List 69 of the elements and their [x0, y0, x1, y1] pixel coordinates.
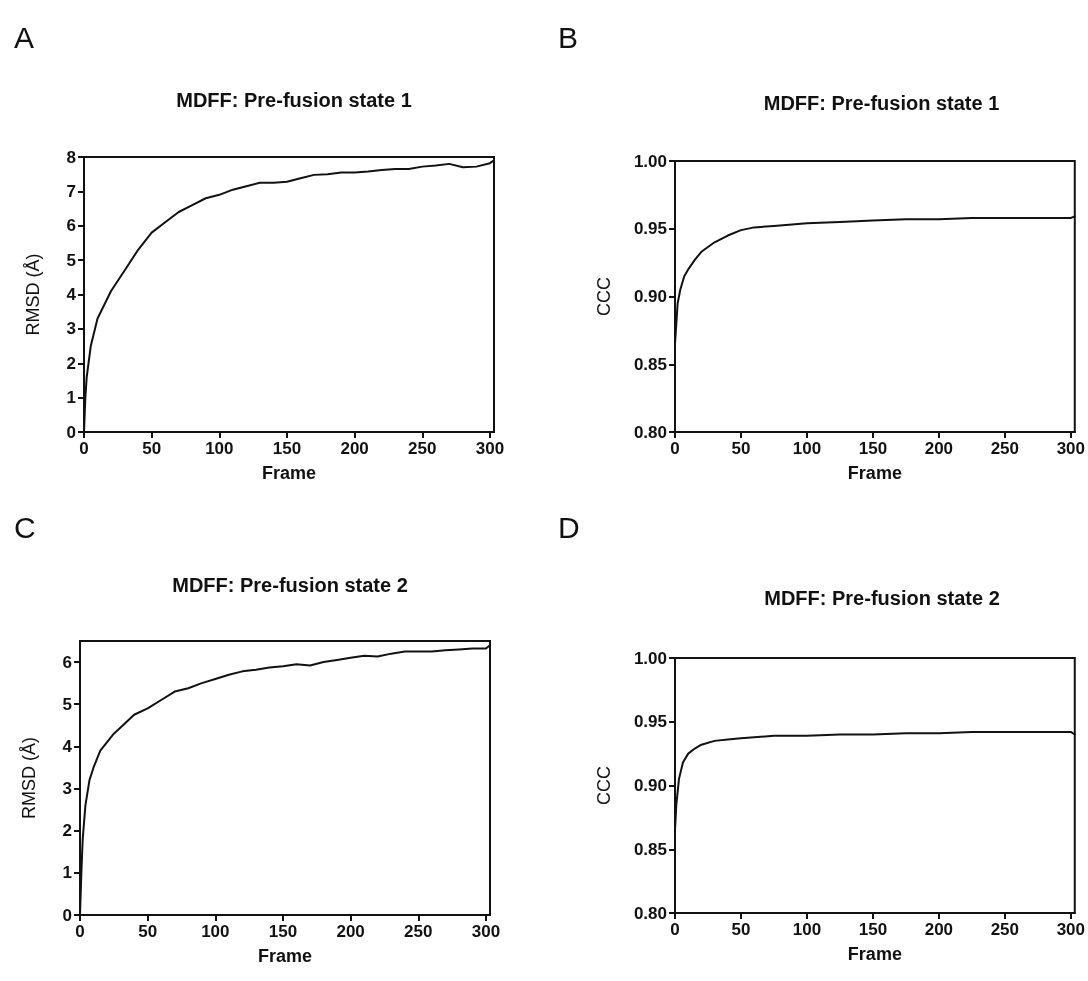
chart-title: MDFF: Pre-fusion state 2: [764, 587, 1000, 609]
y-tick-label: 0.95: [633, 219, 667, 239]
x-tick-label: 300: [1056, 920, 1086, 939]
x-tick-label: 200: [924, 439, 954, 458]
x-tick-label: 300: [1056, 439, 1086, 458]
y-tick-label: 0.90: [633, 776, 667, 795]
chart-title: MDFF: Pre-fusion state 2: [172, 574, 408, 596]
y-tick-label: 0.90: [633, 287, 667, 306]
y-tick-label: 5: [62, 694, 72, 714]
x-axis-title: Frame: [847, 944, 902, 964]
text: D: [558, 510, 580, 544]
x-tick-label: 150: [858, 439, 888, 458]
y-tick-label: 0.80: [633, 422, 667, 442]
chart-title: MDFF: Pre-fusion state 1: [763, 92, 1000, 114]
x-tick-label: 150: [272, 439, 302, 458]
x-tick-label: 0: [670, 439, 680, 458]
x-tick-label: 100: [792, 439, 822, 458]
y-tick-label: 4: [62, 736, 73, 756]
x-tick-label: 200: [924, 920, 954, 939]
y-tick-label: 8: [66, 147, 76, 167]
y-tick-label: 1: [62, 863, 72, 883]
y-tick-label: 0.80: [633, 903, 667, 923]
x-tick-label: 100: [792, 920, 822, 939]
x-tick-label: 250: [990, 439, 1020, 458]
x-tick-label: 50: [142, 439, 162, 458]
y-tick-label: 0.85: [633, 839, 667, 859]
y-tick-label: 1.00: [633, 648, 667, 668]
x-axis-title: Frame: [257, 946, 313, 966]
y-tick-label: 7: [66, 181, 76, 201]
y-tick-label: 1.00: [633, 151, 667, 171]
y-tick-label: 3: [66, 319, 76, 339]
y-axis-title: RMSD (Å): [19, 737, 39, 819]
y-tick-label: 4: [66, 285, 77, 304]
x-tick-label: 100: [201, 922, 230, 941]
x-tick-label: 50: [138, 922, 158, 941]
y-tick-label: 0: [66, 422, 76, 442]
x-tick-label: 300: [475, 439, 505, 458]
x-tick-label: 0: [79, 439, 89, 458]
y-tick-label: 0: [62, 905, 72, 925]
y-axis-title: CCC: [594, 766, 614, 805]
y-tick-label: 6: [66, 216, 76, 236]
x-tick-label: 50: [731, 439, 751, 458]
x-tick-label: 50: [731, 920, 751, 939]
y-tick-label: 0.95: [633, 712, 667, 732]
x-tick-label: 300: [471, 922, 501, 941]
y-tick-label: 1: [66, 388, 76, 408]
x-axis-title: Frame: [847, 463, 902, 483]
x-tick-label: 0: [670, 920, 680, 939]
chart-title: MDFF: Pre-fusion state 1: [176, 89, 412, 111]
y-axis-title: RMSD (Å): [23, 253, 43, 336]
y-axis-title: CCC: [594, 277, 614, 316]
y-tick-label: 2: [62, 821, 72, 841]
x-tick-label: 200: [336, 922, 365, 941]
y-tick-label: 3: [62, 779, 72, 799]
x-tick-label: 250: [990, 920, 1020, 939]
text: C: [14, 510, 36, 544]
x-axis-title: Frame: [261, 463, 317, 483]
x-tick-label: 100: [205, 439, 234, 458]
x-tick-label: 150: [858, 920, 888, 939]
text: A: [14, 20, 35, 54]
y-tick-label: 5: [66, 250, 76, 270]
y-tick-label: 6: [62, 652, 72, 672]
x-tick-label: 200: [340, 439, 369, 458]
x-tick-label: 150: [268, 922, 298, 941]
x-tick-label: 250: [404, 922, 433, 941]
y-tick-label: 2: [66, 353, 76, 373]
x-tick-label: 250: [408, 439, 437, 458]
y-tick-label: 0.85: [633, 354, 667, 374]
text: B: [558, 20, 579, 54]
